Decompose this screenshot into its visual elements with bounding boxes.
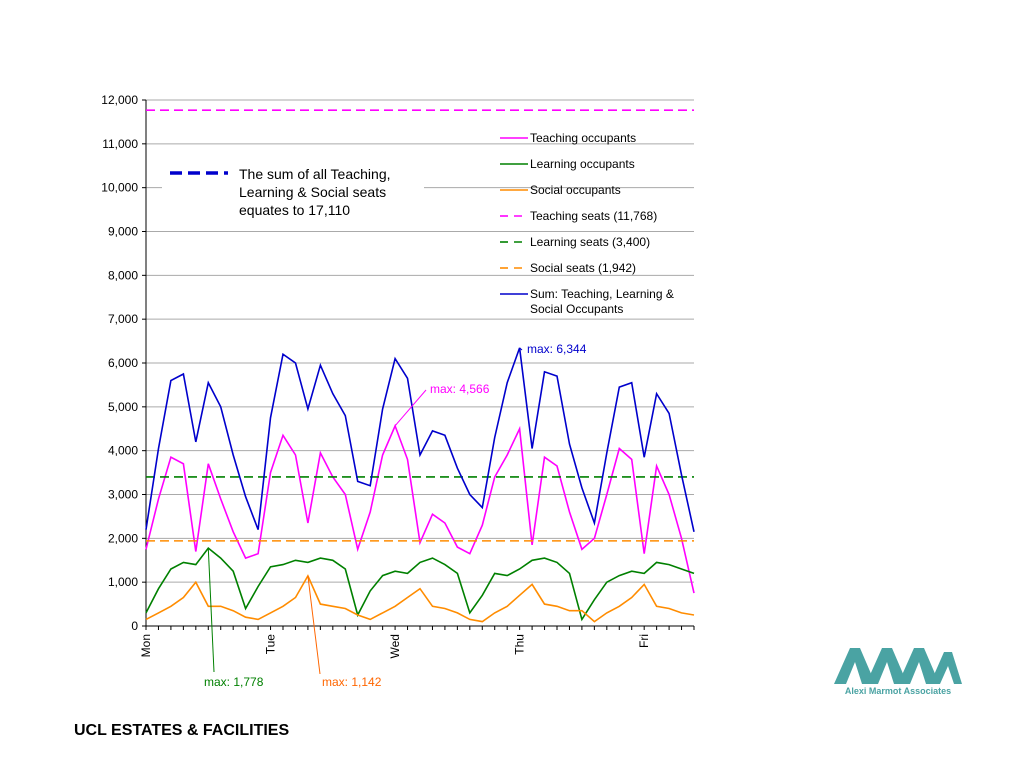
legend-label-teaching-seats-11-768: Teaching seats (11,768): [530, 209, 657, 223]
ama-logo-icon: [834, 648, 962, 684]
series-sum-teaching-learning-social-occupants: [145, 347, 695, 532]
legend-label-teaching-occupants: Teaching occupants: [530, 131, 636, 145]
y-tick-label: 8,000: [108, 268, 138, 282]
legend-label-sum-teaching-learning-social-occupants: Sum: Teaching, Learning & Social Occupant…: [530, 287, 674, 316]
y-tick-label: 1,000: [108, 575, 138, 589]
y-tick-label: 5,000: [108, 400, 138, 414]
note-line: Learning & Social seats: [239, 184, 386, 200]
x-day-label: Thu: [513, 634, 527, 655]
x-day-label: Tue: [264, 634, 278, 655]
axes: 0 1,000 2,000 3,000 4,000 5,000 6,000 7,000 8,00…: [101, 93, 695, 658]
y-tick-label: 10,000: [101, 181, 138, 195]
annotation-label: max: 6,344: [527, 342, 587, 356]
note-line: equates to 17,110: [239, 202, 350, 218]
y-tick-label: 2,000: [108, 531, 138, 545]
annotation-label: max: 1,142: [322, 675, 382, 689]
x-day-label: Wed: [388, 634, 402, 658]
y-tick-label: 11,000: [102, 137, 138, 151]
y-tick-label: 3,000: [108, 488, 138, 502]
y-tick-label: 7,000: [108, 312, 138, 326]
x-day-label: Fri: [637, 634, 651, 648]
annotation-leader: [394, 389, 427, 427]
seat-note: The sum of all Teaching, Learning & Socia…: [162, 160, 424, 224]
note-line: The sum of all Teaching,: [239, 166, 391, 182]
footer-title: UCL ESTATES & FACILITIES: [74, 722, 290, 739]
legend: Teaching occupants Learning occupants Soci…: [500, 131, 674, 316]
annotation-leader: [519, 347, 523, 351]
annotation-leader: [307, 575, 321, 675]
y-tick-label: 9,000: [108, 225, 138, 239]
grid: [146, 99, 694, 583]
series-learning-occupants: [145, 546, 695, 622]
legend-label-social-occupants: Social occupants: [530, 183, 621, 197]
y-tick-label: 4,000: [108, 444, 138, 458]
x-day-label: Mon: [139, 634, 153, 657]
note-background: [162, 160, 424, 224]
legend-label-learning-seats-3-400: Learning seats (3,400): [530, 235, 650, 249]
logo-name: Alexi Marmot Associates: [844, 686, 952, 696]
annotations: max: 6,344 max: 4,566 max: 1,778 max: 1,142: [204, 342, 587, 689]
annotation-label: max: 1,778: [204, 675, 264, 689]
legend-label-social-seats-1-942: Social seats (1,942): [530, 261, 636, 275]
y-tick-label: 6,000: [108, 356, 138, 370]
annotation-leader: [207, 548, 215, 673]
series-social-occupants: [145, 574, 695, 623]
y-tick-label: 0: [131, 619, 138, 633]
legend-label-learning-occupants: Learning occupants: [530, 157, 635, 171]
y-tick-label: 12,000: [101, 93, 138, 107]
series-layer: [145, 109, 695, 623]
annotation-label: max: 4,566: [430, 382, 490, 396]
